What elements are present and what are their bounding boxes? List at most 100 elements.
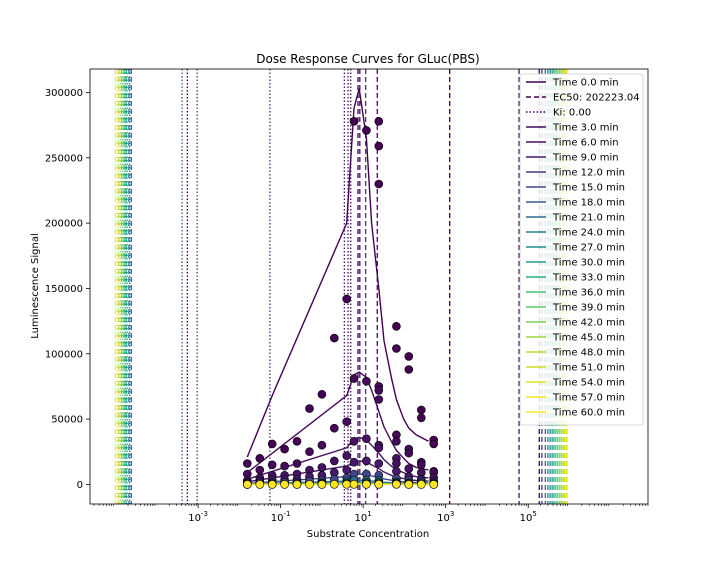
data-point <box>292 436 302 446</box>
data-point <box>317 480 327 489</box>
y-tick-label: 300000 <box>45 88 83 99</box>
data-point <box>349 436 359 446</box>
data-point <box>292 459 302 468</box>
data-point <box>255 465 265 475</box>
legend-label: Time 60.0 min <box>552 408 625 419</box>
legend-label: EC50: 202223.04 <box>553 93 640 104</box>
data-point <box>392 344 401 353</box>
data-point <box>416 413 426 423</box>
data-point <box>374 459 384 468</box>
data-point <box>374 117 384 126</box>
data-point <box>429 480 439 489</box>
data-point <box>317 440 327 450</box>
legend-label: Time 24.0 min <box>552 228 625 239</box>
data-point <box>374 179 384 189</box>
data-point <box>362 126 371 135</box>
data-point <box>280 444 289 454</box>
x-tick-label: 10-3 <box>188 510 208 524</box>
x-axis-label: Substrate Concentration <box>307 529 429 540</box>
fit-curve <box>246 88 429 458</box>
data-point <box>305 404 314 413</box>
data-point <box>429 439 439 449</box>
data-point <box>267 460 277 470</box>
data-point <box>362 456 371 466</box>
legend-label: Time 9.0 min <box>552 153 619 164</box>
data-point <box>349 117 359 126</box>
data-point <box>342 451 352 461</box>
data-point <box>404 464 414 474</box>
legend-label: Time 3.0 min <box>552 123 619 134</box>
data-point <box>416 460 426 470</box>
y-axis: 0 50000 100000 150000 200000 250000 300000 <box>45 88 90 491</box>
legend-label: Time 36.0 min <box>552 288 625 299</box>
legend-label: Time 12.0 min <box>552 168 625 179</box>
legend-label: Time 21.0 min <box>552 213 625 224</box>
x-tick-label: 105 <box>520 510 537 524</box>
data-point <box>374 395 384 404</box>
data-point <box>342 294 352 304</box>
legend-label: Ki: 0.00 <box>553 108 591 119</box>
y-axis-label: Luminescence Signal <box>30 233 41 339</box>
legend-label: Time 18.0 min <box>552 198 625 209</box>
data-point <box>374 479 384 489</box>
data-points <box>243 117 439 489</box>
legend-label: Time 54.0 min <box>552 378 625 389</box>
data-point <box>280 480 289 489</box>
data-point <box>349 374 359 383</box>
fit-curve <box>246 371 429 474</box>
legend-label: Time 0.0 min <box>552 78 619 89</box>
data-point <box>374 443 384 453</box>
data-point <box>255 453 265 463</box>
legend-label: Time 33.0 min <box>552 273 625 284</box>
data-point <box>267 480 277 489</box>
x-tick-label: 103 <box>437 510 454 524</box>
fit-curves <box>246 88 429 486</box>
data-point <box>280 461 289 471</box>
data-point <box>349 457 359 467</box>
y-tick-label: 200000 <box>45 219 83 230</box>
data-point <box>392 459 401 468</box>
data-point <box>362 434 371 444</box>
legend-label: Time 39.0 min <box>552 303 625 314</box>
data-point <box>349 479 359 489</box>
data-point <box>317 463 327 472</box>
legend: Time 0.0 min EC50: 202223.04 Ki: 0.00 Time … <box>519 73 644 426</box>
data-point <box>342 479 352 489</box>
data-point <box>404 352 414 361</box>
data-point <box>374 141 384 151</box>
legend-label: Time 27.0 min <box>552 243 625 254</box>
data-point <box>292 480 302 489</box>
data-point <box>404 365 414 374</box>
y-tick-label: 0 <box>77 480 83 491</box>
data-point <box>362 376 371 386</box>
data-point <box>342 417 352 427</box>
data-point <box>362 479 371 489</box>
legend-label: Time 57.0 min <box>552 393 625 404</box>
data-point <box>329 423 339 433</box>
data-point <box>416 480 426 489</box>
legend-label: Time 6.0 min <box>552 138 619 149</box>
data-point <box>374 386 384 395</box>
legend-label: Time 30.0 min <box>552 258 625 269</box>
y-tick-label: 250000 <box>45 153 83 164</box>
plot-frame <box>89 68 649 505</box>
x-tick-label: 101 <box>355 510 372 524</box>
data-point <box>255 480 265 489</box>
reference-lines <box>114 69 568 504</box>
data-point <box>392 321 401 331</box>
x-axis: 10-3 10-1 101 103 105 <box>93 504 649 524</box>
data-point <box>329 479 339 489</box>
data-point <box>243 459 252 468</box>
y-tick-label: 150000 <box>45 284 83 295</box>
data-point <box>416 405 426 415</box>
legend-box <box>519 73 644 426</box>
data-point <box>305 447 314 457</box>
data-point <box>267 439 277 449</box>
data-point <box>329 333 339 343</box>
data-point <box>404 480 414 489</box>
data-point <box>392 466 401 476</box>
chart-title: Dose Response Curves for GLuc(PBS) <box>256 52 479 66</box>
x-tick-label: 10-1 <box>271 510 291 524</box>
legend-label: Time 45.0 min <box>552 333 625 344</box>
